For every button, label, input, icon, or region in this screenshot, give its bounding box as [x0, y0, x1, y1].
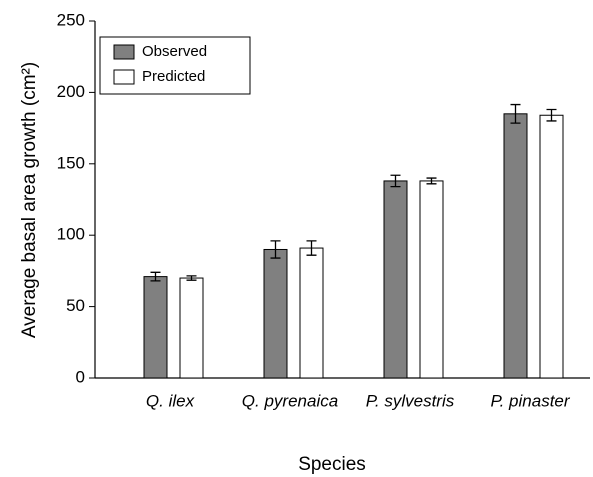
y-axis-title: Average basal area growth (cm²) [19, 62, 40, 338]
bar [299, 247, 324, 379]
bar [263, 248, 288, 379]
y-tick-label: 100 [57, 225, 85, 244]
legend-swatch [113, 44, 135, 60]
x-tick-label: Q. pyrenaica [242, 391, 338, 410]
legend-label: Predicted [142, 68, 205, 85]
y-tick-label: 50 [66, 296, 85, 315]
error-bar [390, 174, 401, 188]
y-tick-label: 250 [57, 10, 85, 29]
legend-swatch [113, 69, 135, 85]
x-tick-label: P. sylvestris [366, 391, 455, 410]
error-bar [510, 103, 521, 124]
error-bar [186, 275, 197, 281]
bar [383, 180, 408, 379]
bar [539, 114, 564, 379]
legend-label: Observed [142, 43, 207, 60]
bar [503, 113, 528, 379]
bar [419, 180, 444, 379]
error-bar [270, 240, 281, 259]
error-bar [426, 177, 437, 185]
x-axis-title: Species [298, 454, 366, 475]
bar [179, 277, 204, 379]
y-tick-label: 200 [57, 82, 85, 101]
error-bar [150, 271, 161, 282]
bar [143, 276, 168, 379]
y-tick-label: 150 [57, 153, 85, 172]
x-tick-label: P. pinaster [490, 391, 570, 410]
error-bar [546, 108, 557, 122]
y-tick-label: 0 [76, 367, 85, 386]
x-tick-label: Q. ilex [146, 391, 195, 410]
error-bar [306, 240, 317, 256]
